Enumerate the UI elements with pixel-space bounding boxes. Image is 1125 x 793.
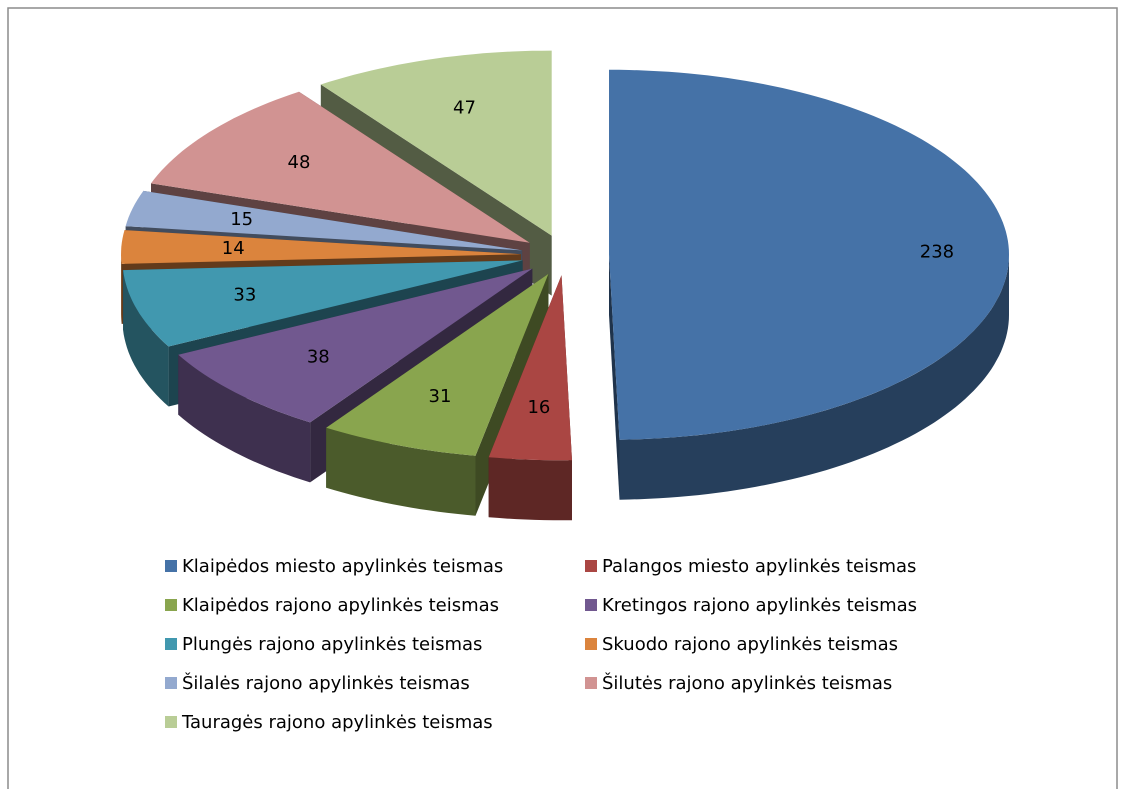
- slice: [125, 190, 523, 251]
- slice: [488, 275, 572, 461]
- legend-label: Tauragės rajono apylinkės teismas: [181, 712, 493, 733]
- legend-swatch: [165, 677, 177, 689]
- legend-label: Plungės rajono apylinkės teismas: [182, 634, 482, 655]
- data-label: 15: [230, 209, 253, 230]
- legend-swatch: [585, 560, 597, 572]
- legend-swatch: [585, 638, 597, 650]
- slice-wall: [488, 457, 572, 521]
- legend-label: Palangos miesto apylinkės teismas: [602, 556, 916, 577]
- data-label: 38: [307, 347, 330, 368]
- legend-label: Šilutės rajono apylinkės teismas: [602, 672, 892, 694]
- slice: [123, 260, 523, 347]
- legend-swatch: [585, 677, 597, 689]
- slice-side: [609, 254, 620, 500]
- legend-label: Skuodo rajono apylinkės teismas: [602, 634, 898, 655]
- legend-swatch: [165, 716, 177, 728]
- slice-wall: [123, 270, 169, 407]
- slice: [320, 50, 552, 236]
- legend-swatch: [585, 599, 597, 611]
- data-label: 31: [429, 386, 452, 407]
- legend-label: Klaipėdos miesto apylinkės teismas: [182, 556, 503, 577]
- data-label: 47: [453, 98, 476, 119]
- legend-label: Kretingos rajono apylinkės teismas: [602, 595, 917, 616]
- legend-swatch: [165, 638, 177, 650]
- slice: [326, 273, 549, 456]
- slice-group: [609, 69, 1009, 500]
- slice: [178, 268, 533, 423]
- legend-label: Klaipėdos rajono apylinkės teismas: [182, 595, 499, 616]
- slice: [121, 230, 521, 264]
- slice-wall: [121, 254, 122, 324]
- data-label: 238: [920, 242, 954, 263]
- legend-label: Šilalės rajono apylinkės teismas: [182, 672, 470, 694]
- data-label: 48: [288, 152, 311, 173]
- slice-wall: [178, 354, 311, 483]
- data-label: 16: [527, 397, 550, 418]
- slice: [151, 91, 530, 243]
- legend-swatch: [165, 560, 177, 572]
- slice: [609, 69, 1009, 440]
- data-label: 33: [233, 285, 256, 306]
- slice-wall: [619, 254, 1009, 500]
- slice-group: [488, 275, 572, 521]
- slice-wall: [326, 427, 476, 516]
- data-label: 14: [222, 238, 245, 259]
- legend-swatch: [165, 599, 177, 611]
- slice-group: [326, 273, 549, 516]
